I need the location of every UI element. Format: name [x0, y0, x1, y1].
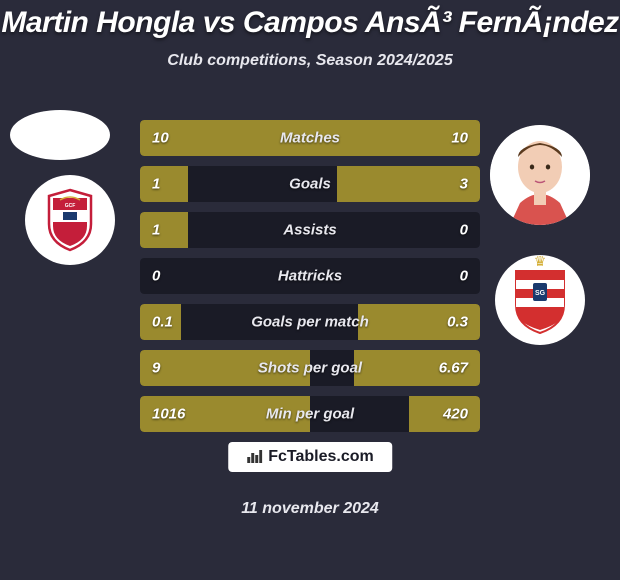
svg-text:GCF: GCF: [65, 203, 76, 209]
stat-label: Matches: [140, 130, 480, 147]
footer-brand-text: FcTables.com: [268, 448, 374, 466]
crown-icon: ♛: [534, 253, 547, 270]
stat-label: Shots per goal: [140, 360, 480, 377]
stat-label: Assists: [140, 222, 480, 239]
club-left-logo: GCF: [25, 175, 115, 265]
stat-row: 1010Matches: [140, 120, 480, 156]
club-right-logo: ♛ SG: [495, 255, 585, 345]
page-title: Martin Hongla vs Campos AnsÃ³ FernÃ¡ndez: [0, 0, 620, 40]
stat-label: Hattricks: [140, 268, 480, 285]
date-text: 11 november 2024: [0, 500, 620, 518]
subtitle: Club competitions, Season 2024/2025: [0, 52, 620, 70]
stat-row: 00Hattricks: [140, 258, 480, 294]
stat-row: 0.10.3Goals per match: [140, 304, 480, 340]
stat-row: 1016420Min per goal: [140, 396, 480, 432]
granada-shield-icon: GCF: [45, 188, 95, 252]
stat-row: 13Goals: [140, 166, 480, 202]
bars-icon: [246, 449, 262, 466]
stat-row: 96.67Shots per goal: [140, 350, 480, 386]
stat-row: 10Assists: [140, 212, 480, 248]
player-right-photo: [490, 125, 590, 225]
stat-label: Min per goal: [140, 406, 480, 423]
stat-label: Goals: [140, 176, 480, 193]
stat-label: Goals per match: [140, 314, 480, 331]
footer-brand: FcTables.com: [228, 442, 392, 472]
svg-text:SG: SG: [535, 290, 546, 297]
sporting-shield-icon: ♛ SG: [510, 265, 570, 335]
player-left-photo: [10, 110, 110, 160]
stats-comparison: 1010Matches 13Goals 10Assists 00Hattricks 0.…: [140, 120, 480, 442]
